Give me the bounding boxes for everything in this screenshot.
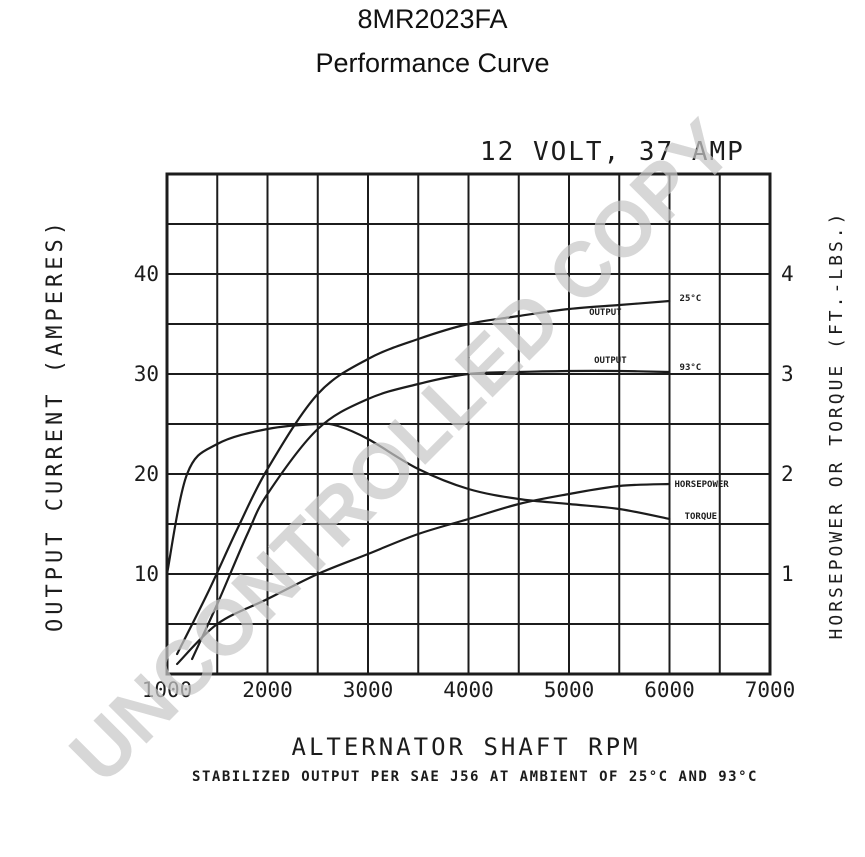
x-tick-label: 6000 <box>644 678 695 702</box>
grid <box>167 174 770 674</box>
footnote: STABILIZED OUTPUT PER SAE J56 AT AMBIENT… <box>192 769 758 785</box>
series-label-temp-25c: 25°C <box>680 294 702 304</box>
series-group: OUTPUT 25°C OUTPUT 93°C HORSEPOWER TORQUE <box>165 294 730 666</box>
x-tick-label: 3000 <box>343 678 394 702</box>
series-label-output-93c: OUTPUT <box>594 356 627 366</box>
x-tick-label: 7000 <box>745 678 796 702</box>
x-tick-label: 1000 <box>142 678 193 702</box>
y-left-tick-label: 20 <box>134 462 159 486</box>
x-tick-label: 4000 <box>443 678 494 702</box>
plot-frame <box>165 172 772 676</box>
y-left-tick-label: 40 <box>134 262 159 286</box>
rating-label: 12 VOLT, 37 AMP <box>480 137 745 167</box>
y-right-tick-label: 3 <box>781 362 794 386</box>
series-label-output-25c: OUTPUT <box>589 308 622 318</box>
series-line-output-93-c <box>191 369 671 661</box>
y-axis-left-label: OUTPUT CURRENT (AMPERES) <box>43 218 68 632</box>
y-axis-right-label: HORSEPOWER OR TORQUE (FT.-LBS.) <box>826 211 847 640</box>
y-left-tick-label: 30 <box>134 362 159 386</box>
tick-labels: 1000 2000 3000 4000 5000 6000 7000 10 20 30 40 1 2 3 4 <box>134 262 796 702</box>
series-line-torque <box>165 422 671 576</box>
y-right-tick-label: 1 <box>781 562 794 586</box>
series-label-torque: TORQUE <box>685 512 718 522</box>
y-left-tick-label: 10 <box>134 562 159 586</box>
series-label-horsepower: HORSEPOWER <box>675 480 730 490</box>
series-line-output-25-c <box>176 299 671 656</box>
x-tick-label: 2000 <box>242 678 293 702</box>
x-axis-label: ALTERNATOR SHAFT RPM <box>292 733 641 761</box>
y-right-tick-label: 4 <box>781 262 794 286</box>
chart-subtitle: Performance Curve <box>315 48 550 78</box>
y-right-tick-label: 2 <box>781 462 794 486</box>
series-label-temp-93c: 93°C <box>680 363 702 373</box>
series-line-horsepower <box>176 482 671 666</box>
x-tick-label: 5000 <box>544 678 595 702</box>
chart-title: 8MR2023FA <box>357 4 508 34</box>
